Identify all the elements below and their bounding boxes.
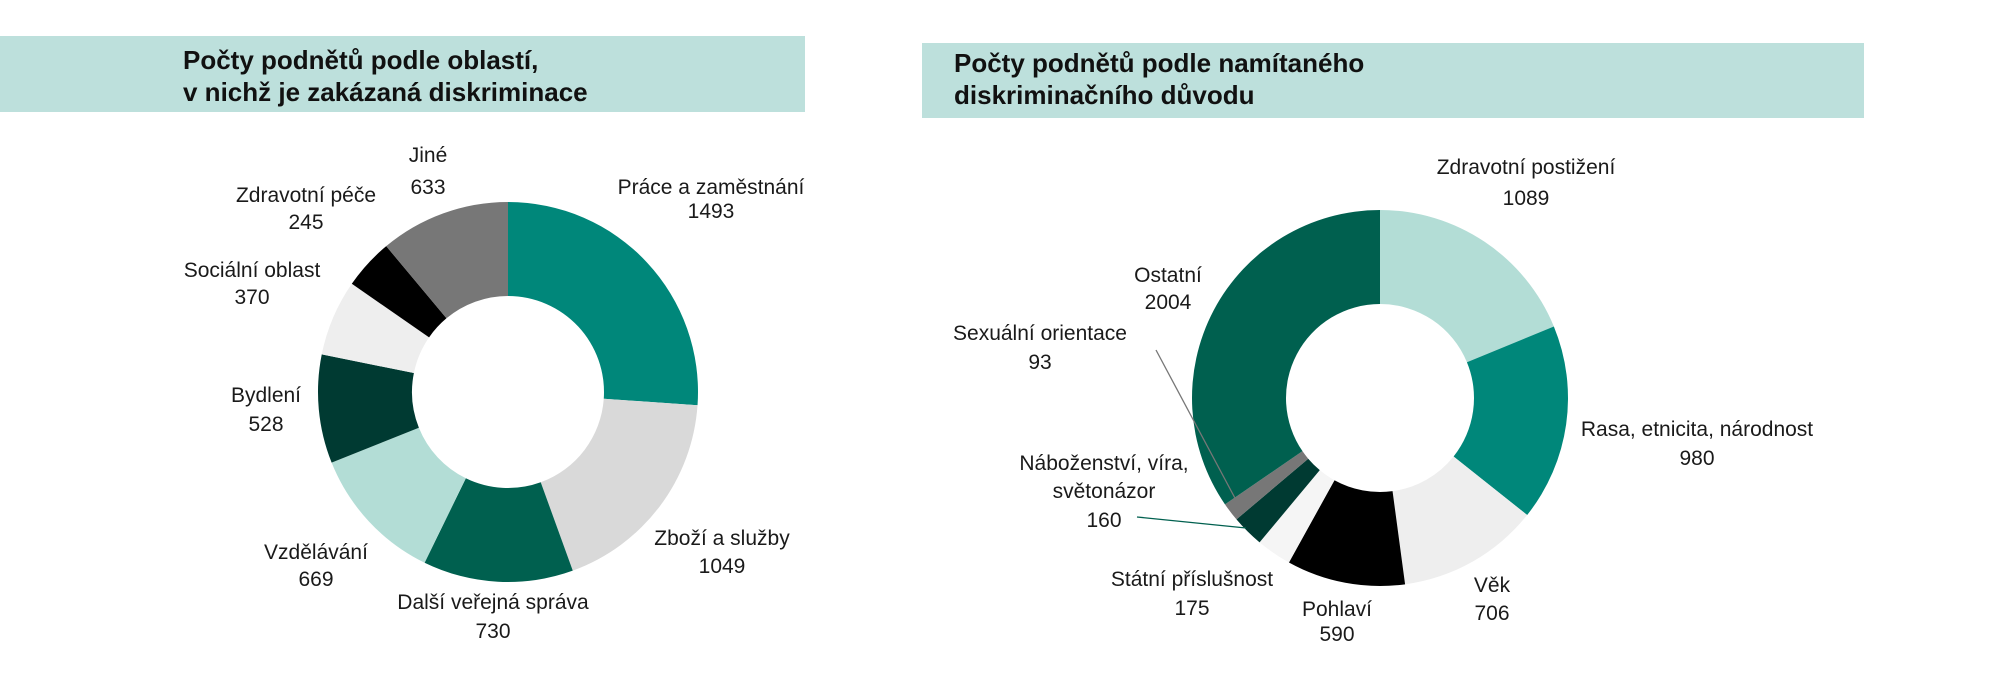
slice-socialni-oblast bbox=[321, 283, 430, 374]
slice-ostatni bbox=[1192, 209, 1380, 505]
chart-title-duvody: Počty podnětů podle namítaného diskrimin… bbox=[922, 43, 1864, 118]
chart-panel-duvody: Počty podnětů podle namítaného diskrimin… bbox=[900, 0, 1995, 681]
slice-prace-a-zamestnani bbox=[508, 202, 699, 406]
slice-label-nabozenstvi-vira-svetonazor: světonázor bbox=[1053, 480, 1156, 503]
slice-label-dalsi-verejna-sprava: Další veřejná správa bbox=[397, 591, 589, 614]
chart-title-line-1: Počty podnětů podle oblastí, bbox=[183, 45, 539, 75]
donut-chart-duvody: Zdravotní postižení 1089 Rasa, etnicita, n… bbox=[953, 156, 1813, 646]
slice-jine bbox=[386, 202, 508, 319]
slice-value-sexualni-orientace: 93 bbox=[1028, 351, 1051, 374]
slice-label-prace-a-zamestnani: Práce a zaměstnání bbox=[618, 176, 805, 199]
slice-label-vzdelavani: Vzdělávání bbox=[264, 541, 368, 564]
slice-dalsi-verejna-sprava bbox=[424, 478, 573, 583]
slice-label-vek: Věk bbox=[1474, 574, 1511, 597]
slice-sexualni-orientace bbox=[1224, 451, 1309, 520]
chart-title-line-2: v nichž je zakázaná diskriminace bbox=[183, 77, 588, 107]
chart-title-oblasti: Počty podnětů podle oblastí, v nichž je … bbox=[0, 36, 805, 112]
slice-vek bbox=[1392, 456, 1528, 585]
slice-value-dalsi-verejna-sprava: 730 bbox=[475, 620, 510, 643]
slice-label-zdravotni-pece: Zdravotní péče bbox=[236, 184, 376, 207]
slice-value-vzdelavani: 669 bbox=[298, 568, 333, 591]
chart-panel-oblasti: Počty podnětů podle oblastí, v nichž je … bbox=[0, 0, 900, 681]
slice-value-socialni-oblast: 370 bbox=[234, 286, 269, 309]
slice-value-zbozi-a-sluzby: 1049 bbox=[699, 555, 746, 578]
slice-label-nabozenstvi-vira-svetonazor: Náboženství, víra, bbox=[1019, 452, 1188, 475]
slice-zbozi-a-sluzby bbox=[540, 398, 698, 571]
slice-label-statni-prislusnost: Státní příslušnost bbox=[1111, 568, 1273, 591]
slice-pohlavi bbox=[1288, 480, 1406, 586]
slice-label-rasa-etnicita-narodnost: Rasa, etnicita, národnost bbox=[1581, 418, 1813, 441]
slice-label-zbozi-a-sluzby: Zboží a služby bbox=[654, 527, 790, 550]
slice-label-socialni-oblast: Sociální oblast bbox=[184, 259, 321, 282]
slice-value-ostatni: 2004 bbox=[1145, 291, 1192, 314]
slice-label-pohlavi: Pohlaví bbox=[1302, 598, 1372, 621]
leader-line bbox=[1155, 349, 1237, 501]
slice-bydleni bbox=[318, 354, 419, 463]
slice-value-rasa-etnicita-narodnost: 980 bbox=[1679, 447, 1714, 470]
slice-value-nabozenstvi-vira-svetonazor: 160 bbox=[1086, 509, 1121, 532]
slice-label-jine: Jiné bbox=[409, 144, 448, 167]
slice-value-vek: 706 bbox=[1474, 602, 1509, 625]
slice-label-zdravotni-postizeni: Zdravotní postižení bbox=[1437, 156, 1616, 179]
slice-value-pohlavi: 590 bbox=[1319, 623, 1354, 646]
slice-value-jine: 633 bbox=[410, 176, 445, 199]
slice-statni-prislusnost bbox=[1259, 470, 1335, 563]
slice-zdravotni-postizeni bbox=[1380, 210, 1554, 363]
slice-rasa-etnicita-narodnost bbox=[1453, 326, 1568, 515]
chart-title-line-2: diskriminačního důvodu bbox=[954, 80, 1255, 110]
slice-value-bydleni: 528 bbox=[248, 413, 283, 436]
slice-zdravotni-pece bbox=[351, 246, 447, 338]
slice-label-ostatni: Ostatní bbox=[1134, 264, 1202, 287]
slice-value-zdravotni-postizeni: 1089 bbox=[1503, 187, 1550, 210]
slice-value-statni-prislusnost: 175 bbox=[1174, 597, 1209, 620]
leader-line bbox=[1136, 516, 1247, 529]
slice-nabozenstvi-vira-svetonazor bbox=[1236, 458, 1320, 543]
slice-label-bydleni: Bydlení bbox=[231, 384, 301, 407]
slice-value-zdravotni-pece: 245 bbox=[288, 211, 323, 234]
chart-title-line-1: Počty podnětů podle namítaného bbox=[954, 48, 1365, 78]
slice-vzdelavani bbox=[331, 427, 466, 563]
slice-value-prace-a-zamestnani: 1493 bbox=[688, 200, 735, 223]
slice-label-sexualni-orientace: Sexuální orientace bbox=[953, 322, 1127, 345]
